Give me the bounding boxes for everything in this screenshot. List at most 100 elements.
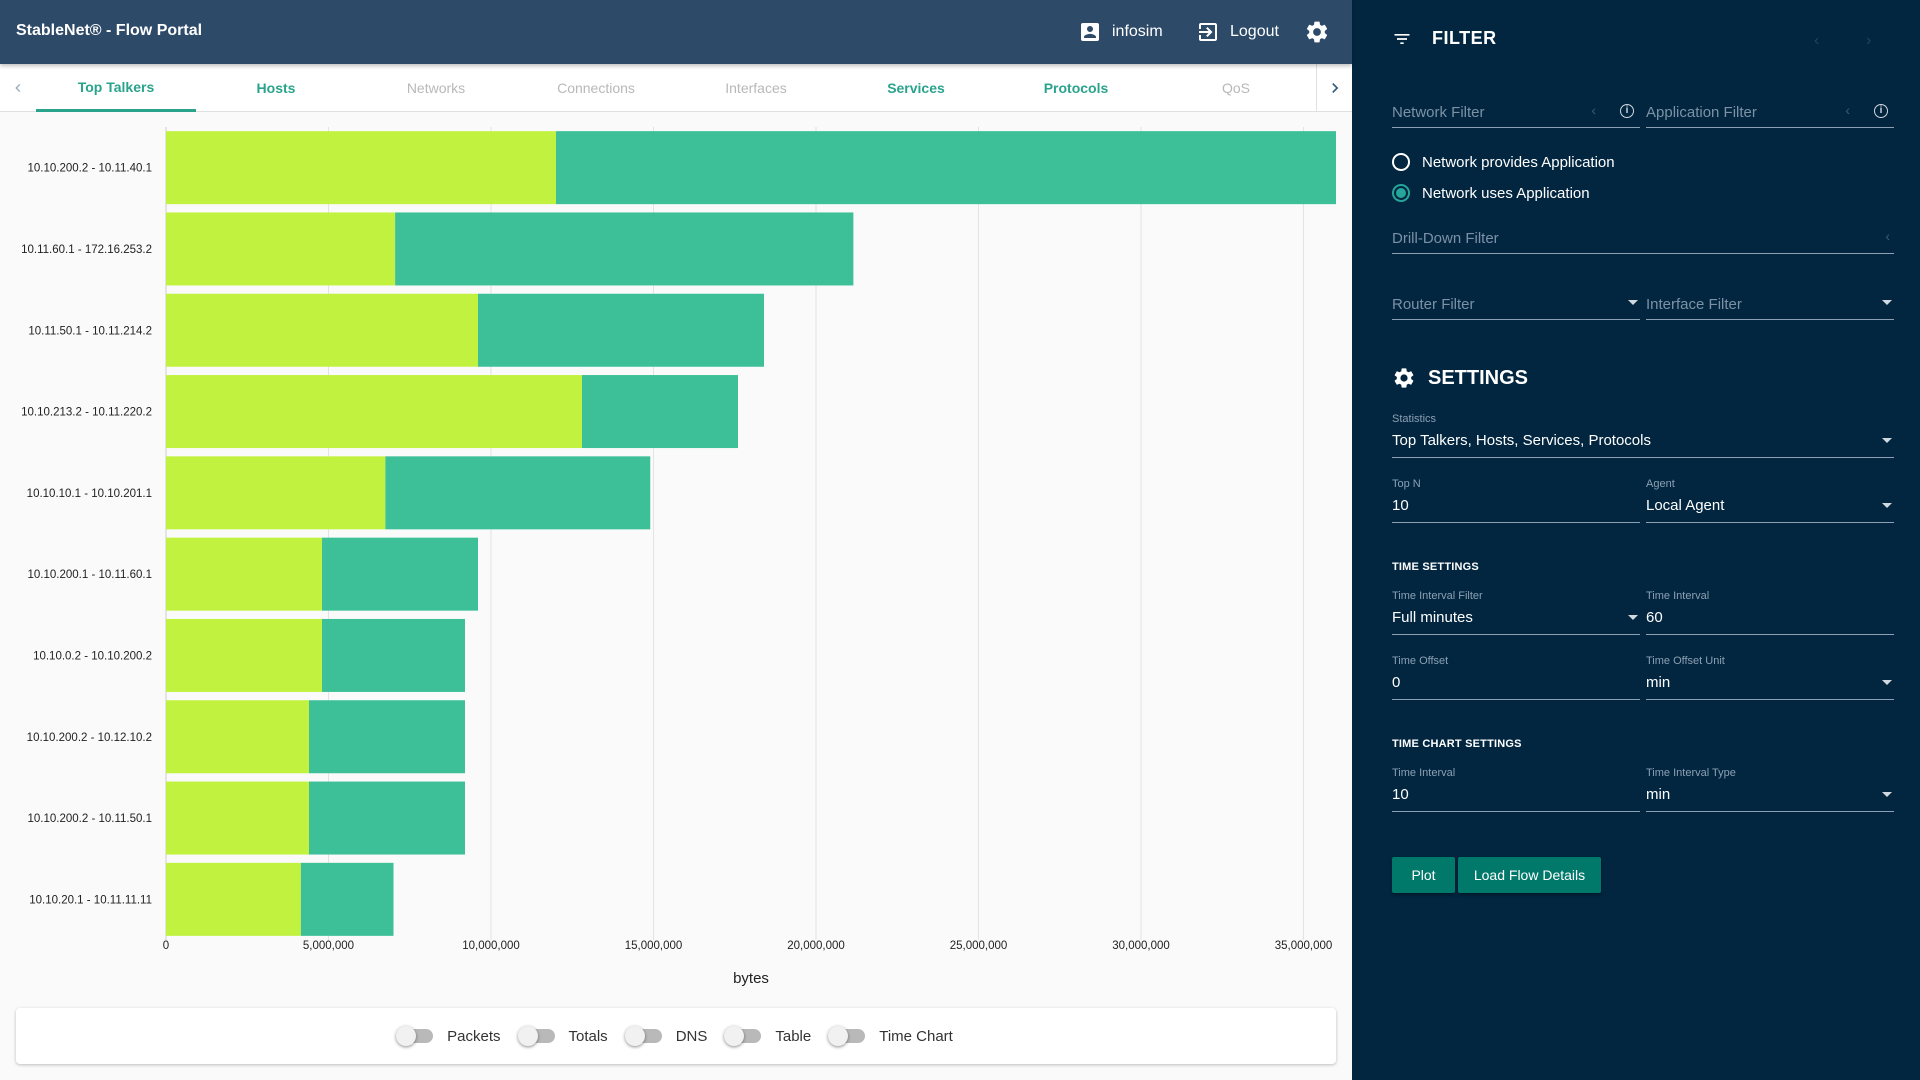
toggle-knob xyxy=(724,1026,745,1046)
toggle-knob xyxy=(396,1026,417,1046)
top-app-bar: StableNet® - Flow Portal infosim Logout xyxy=(0,0,1352,64)
tc-type-caption: Time Interval Type xyxy=(1646,767,1736,779)
tab-protocols[interactable]: Protocols xyxy=(1043,80,1109,96)
topn-input[interactable]: Top N 10 xyxy=(1392,478,1640,523)
time-chart-interval-input[interactable]: Time Interval 10 xyxy=(1392,767,1640,812)
toggle-knob xyxy=(517,1026,538,1046)
tab-scroll-right[interactable] xyxy=(1316,64,1352,112)
bar-segment xyxy=(166,131,556,205)
x-tick-label: 15,000,000 xyxy=(625,940,683,952)
bar-segment xyxy=(166,781,309,855)
settings-title: SETTINGS xyxy=(1428,366,1529,389)
y-tick-label: 10.10.200.2 - 10.12.10.2 xyxy=(27,732,152,744)
agent-select[interactable]: Agent Local Agent xyxy=(1646,478,1894,523)
statistics-caption: Statistics xyxy=(1392,413,1437,425)
bar-segment xyxy=(166,456,386,530)
statistics-select[interactable]: Statistics Top Talkers, Hosts, Services,… xyxy=(1392,413,1894,458)
application-filter-placeholder: Application Filter xyxy=(1646,104,1757,121)
time-offset-input[interactable]: Time Offset 0 xyxy=(1392,655,1640,700)
ti-caption: Time Interval xyxy=(1646,590,1710,602)
filter-heading: FILTER xyxy=(1392,28,1497,49)
agent-dropdown-icon xyxy=(1882,503,1892,508)
tab-bar: Top Talkers Hosts Networks Connections Inter… xyxy=(0,64,1352,112)
bar-segment xyxy=(385,456,651,530)
y-tick-label: 10.10.20.1 - 10.11.11.11 xyxy=(29,894,152,906)
drilldown-filter-field[interactable]: Drill-Down Filter ‹ xyxy=(1392,222,1894,254)
network-filter-field[interactable]: Network Filter ‹ i xyxy=(1392,96,1640,128)
toggle-label: Totals xyxy=(568,1027,608,1045)
x-tick-label: 30,000,000 xyxy=(1112,940,1170,952)
bar-segment xyxy=(322,537,478,611)
tab-services[interactable]: Services xyxy=(887,80,945,96)
toggle-time-chart[interactable]: Time Chart xyxy=(828,1026,953,1046)
tc-interval-value: 10 xyxy=(1392,786,1409,803)
bar-segment xyxy=(300,862,394,936)
toggle-switch[interactable] xyxy=(828,1026,866,1046)
router-filter-select[interactable]: Router Filter xyxy=(1392,288,1640,320)
time-interval-input[interactable]: Time Interval 60 xyxy=(1646,590,1894,635)
time-interval-filter-select[interactable]: Time Interval Filter Full minutes xyxy=(1392,590,1640,635)
statistics-value: Top Talkers, Hosts, Services, Protocols xyxy=(1392,432,1651,449)
toggle-switch[interactable] xyxy=(724,1026,762,1046)
app-title: StableNet® - Flow Portal xyxy=(16,22,203,39)
application-filter-info-icon[interactable]: i xyxy=(1874,104,1888,118)
tab-networks[interactable]: Networks xyxy=(406,80,466,96)
radio-network-uses[interactable]: Network uses Application xyxy=(1392,184,1590,202)
logout-button[interactable]: Logout xyxy=(1196,20,1279,44)
toggle-knob xyxy=(828,1026,849,1046)
bar-segment xyxy=(166,537,322,611)
network-filter-info-icon[interactable]: i xyxy=(1620,104,1634,118)
tab-top-talkers[interactable]: Top Talkers xyxy=(36,64,196,112)
toggle-switch[interactable] xyxy=(396,1026,434,1046)
bar-segment xyxy=(166,375,582,449)
offset-unit-value: min xyxy=(1646,674,1671,691)
bar-segment xyxy=(582,375,738,449)
bar-segment xyxy=(322,618,465,692)
application-filter-chevron-icon: ‹ xyxy=(1845,102,1850,118)
toggle-packets[interactable]: Packets xyxy=(396,1026,501,1046)
application-filter-field[interactable]: Application Filter ‹ i xyxy=(1646,96,1894,128)
toggle-switch[interactable] xyxy=(624,1026,662,1046)
x-tick-label: 5,000,000 xyxy=(303,940,354,952)
tab-scroll-left[interactable] xyxy=(0,64,36,112)
account-box-icon xyxy=(1081,23,1099,41)
toggle-label: Packets xyxy=(447,1027,501,1045)
plot-button[interactable]: Plot xyxy=(1392,857,1455,893)
radio-network-provides[interactable]: Network provides Application xyxy=(1392,153,1615,171)
tif-value: Full minutes xyxy=(1392,609,1473,626)
time-offset-unit-select[interactable]: Time Offset Unit min xyxy=(1646,655,1894,700)
tc-type-value: min xyxy=(1646,786,1671,803)
radio-uses-circle[interactable] xyxy=(1392,184,1410,202)
user-name: infosim xyxy=(1112,23,1163,40)
bar-segment xyxy=(166,618,322,692)
interface-filter-select[interactable]: Interface Filter xyxy=(1646,288,1894,320)
filter-list-icon xyxy=(1394,33,1410,44)
agent-caption: Agent xyxy=(1646,478,1675,490)
tab-connections[interactable]: Connections xyxy=(557,80,635,96)
settings-gear-icon[interactable] xyxy=(1304,19,1330,45)
x-tick-label: 35,000,000 xyxy=(1275,940,1333,952)
toggle-switch[interactable] xyxy=(517,1026,555,1046)
tab-interfaces[interactable]: Interfaces xyxy=(725,80,787,96)
topn-caption: Top N xyxy=(1392,478,1421,490)
settings-heading: SETTINGS xyxy=(1392,366,1528,390)
toggle-dns[interactable]: DNS xyxy=(624,1026,708,1046)
chevron-right-icon xyxy=(1331,83,1338,93)
time-chart-type-select[interactable]: Time Interval Type min xyxy=(1646,767,1894,812)
radio-provides-circle[interactable] xyxy=(1392,153,1410,171)
toggle-totals[interactable]: Totals xyxy=(517,1026,608,1046)
router-filter-placeholder: Router Filter xyxy=(1392,296,1475,313)
bar-segment xyxy=(166,293,478,367)
toggle-label: Table xyxy=(775,1027,812,1045)
bar-chart-svg: 10.10.200.2 - 10.11.40.1 10.11.60.1 - 172… xyxy=(21,127,1336,987)
tab-qos[interactable]: QoS xyxy=(1221,80,1250,96)
tab-hosts[interactable]: Hosts xyxy=(256,80,296,96)
load-flow-details-button[interactable]: Load Flow Details xyxy=(1458,857,1601,893)
toggle-label: DNS xyxy=(675,1027,708,1045)
panel-back-icon: ‹ xyxy=(1814,32,1820,49)
toggle-knob xyxy=(624,1026,645,1046)
toggle-table[interactable]: Table xyxy=(724,1026,812,1046)
user-menu[interactable]: infosim xyxy=(1078,20,1163,44)
bar-segment xyxy=(166,862,301,936)
y-tick-label: 10.10.200.2 - 10.11.40.1 xyxy=(28,163,152,175)
